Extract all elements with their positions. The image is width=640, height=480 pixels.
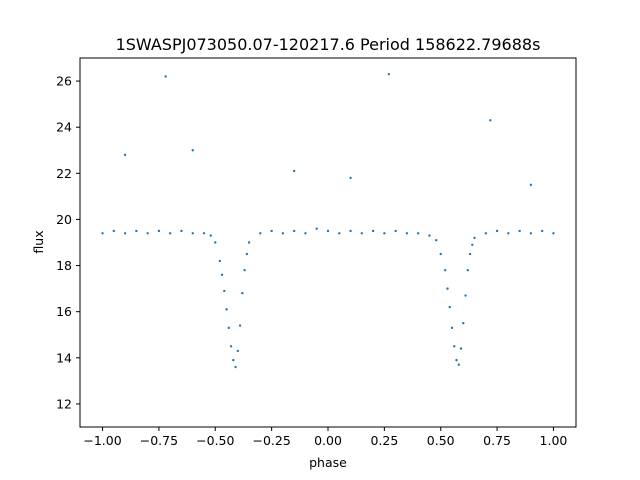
data-point	[259, 232, 262, 235]
data-point	[281, 232, 285, 235]
data-point	[471, 243, 474, 247]
y-tick-label: 12	[56, 396, 72, 411]
data-point	[164, 75, 167, 78]
data-point	[466, 268, 469, 272]
x-tick-label: −0.75	[140, 433, 178, 448]
data-point	[223, 289, 226, 293]
x-tick-label: −1.00	[83, 433, 121, 448]
data-point	[229, 345, 233, 348]
data-point	[529, 183, 533, 187]
data-point	[180, 229, 183, 233]
data-point	[245, 252, 249, 256]
x-tick-label: 0.25	[370, 433, 398, 448]
plot-area-frame	[79, 57, 577, 428]
data-point	[507, 232, 510, 235]
data-point	[270, 229, 273, 233]
data-point	[464, 294, 467, 297]
data-point	[112, 229, 116, 233]
data-point	[387, 72, 391, 76]
data-point	[326, 229, 330, 233]
y-tick-label: 14	[56, 350, 72, 365]
data-point	[459, 347, 463, 350]
data-point	[540, 229, 544, 233]
data-point	[473, 236, 476, 240]
data-point	[435, 238, 438, 242]
data-point	[135, 229, 138, 233]
data-point	[349, 229, 352, 233]
x-axis: −1.00 −0.75 −0.50 −0.25 0.00 0.25 0.50 0.75 1.00	[83, 427, 567, 448]
data-points	[101, 72, 555, 369]
data-point	[552, 232, 555, 235]
x-tick-label: −0.25	[252, 433, 290, 448]
data-point	[227, 326, 230, 330]
data-point	[495, 229, 499, 233]
data-point	[234, 365, 237, 369]
data-point	[462, 322, 465, 325]
data-point	[315, 227, 318, 230]
y-tick-label: 16	[56, 304, 72, 319]
data-point	[468, 252, 472, 256]
data-point	[448, 305, 451, 309]
data-point	[383, 232, 386, 235]
data-point	[416, 232, 420, 235]
chart-title: 1SWASPJ073050.07-120217.6 Period 158622.…	[116, 35, 541, 54]
data-point	[444, 268, 447, 272]
data-point	[489, 119, 492, 122]
data-point	[218, 259, 221, 263]
data-point	[157, 229, 161, 233]
data-point	[518, 229, 521, 233]
data-point	[457, 363, 460, 366]
data-point	[453, 345, 456, 348]
data-point	[225, 308, 228, 311]
y-tick-label: 20	[56, 212, 72, 227]
y-tick-label: 18	[56, 258, 72, 273]
data-point	[247, 241, 251, 244]
data-point	[243, 268, 246, 272]
data-point	[292, 169, 296, 173]
data-point	[450, 326, 454, 330]
data-point	[220, 273, 224, 276]
y-axis-label: flux	[31, 230, 46, 253]
data-point	[439, 252, 442, 256]
data-point	[191, 149, 194, 152]
data-point	[236, 349, 240, 353]
data-point	[405, 232, 409, 235]
data-point	[304, 232, 307, 235]
data-point	[292, 229, 296, 233]
data-point	[529, 232, 533, 235]
x-tick-label: 0.75	[483, 433, 511, 448]
y-tick-label: 22	[56, 166, 72, 181]
data-point	[484, 232, 488, 235]
data-point	[428, 234, 431, 237]
data-point	[101, 232, 104, 235]
data-point	[394, 229, 397, 233]
data-point	[123, 153, 127, 157]
y-tick-label: 26	[56, 74, 72, 89]
data-point	[238, 324, 242, 327]
x-tick-label: 1.00	[540, 433, 568, 448]
data-point	[371, 229, 375, 233]
data-point	[360, 232, 364, 235]
data-point	[123, 232, 127, 235]
data-point	[191, 232, 194, 235]
data-point	[349, 176, 352, 180]
data-point	[232, 358, 235, 362]
x-tick-label: 0.00	[314, 433, 342, 448]
y-axis: 12 14 16 18 20 22 24 26	[56, 74, 80, 411]
data-point	[241, 292, 244, 295]
data-point	[446, 287, 449, 290]
data-point	[338, 232, 341, 235]
y-tick-label: 24	[56, 120, 72, 135]
data-point	[455, 358, 458, 362]
x-tick-label: 0.50	[427, 433, 455, 448]
x-axis-label: phase	[309, 455, 347, 470]
data-point	[146, 232, 149, 235]
data-point	[202, 232, 206, 235]
data-point	[168, 232, 172, 235]
data-point	[214, 241, 217, 244]
x-tick-label: −0.50	[196, 433, 234, 448]
data-point	[209, 234, 212, 237]
